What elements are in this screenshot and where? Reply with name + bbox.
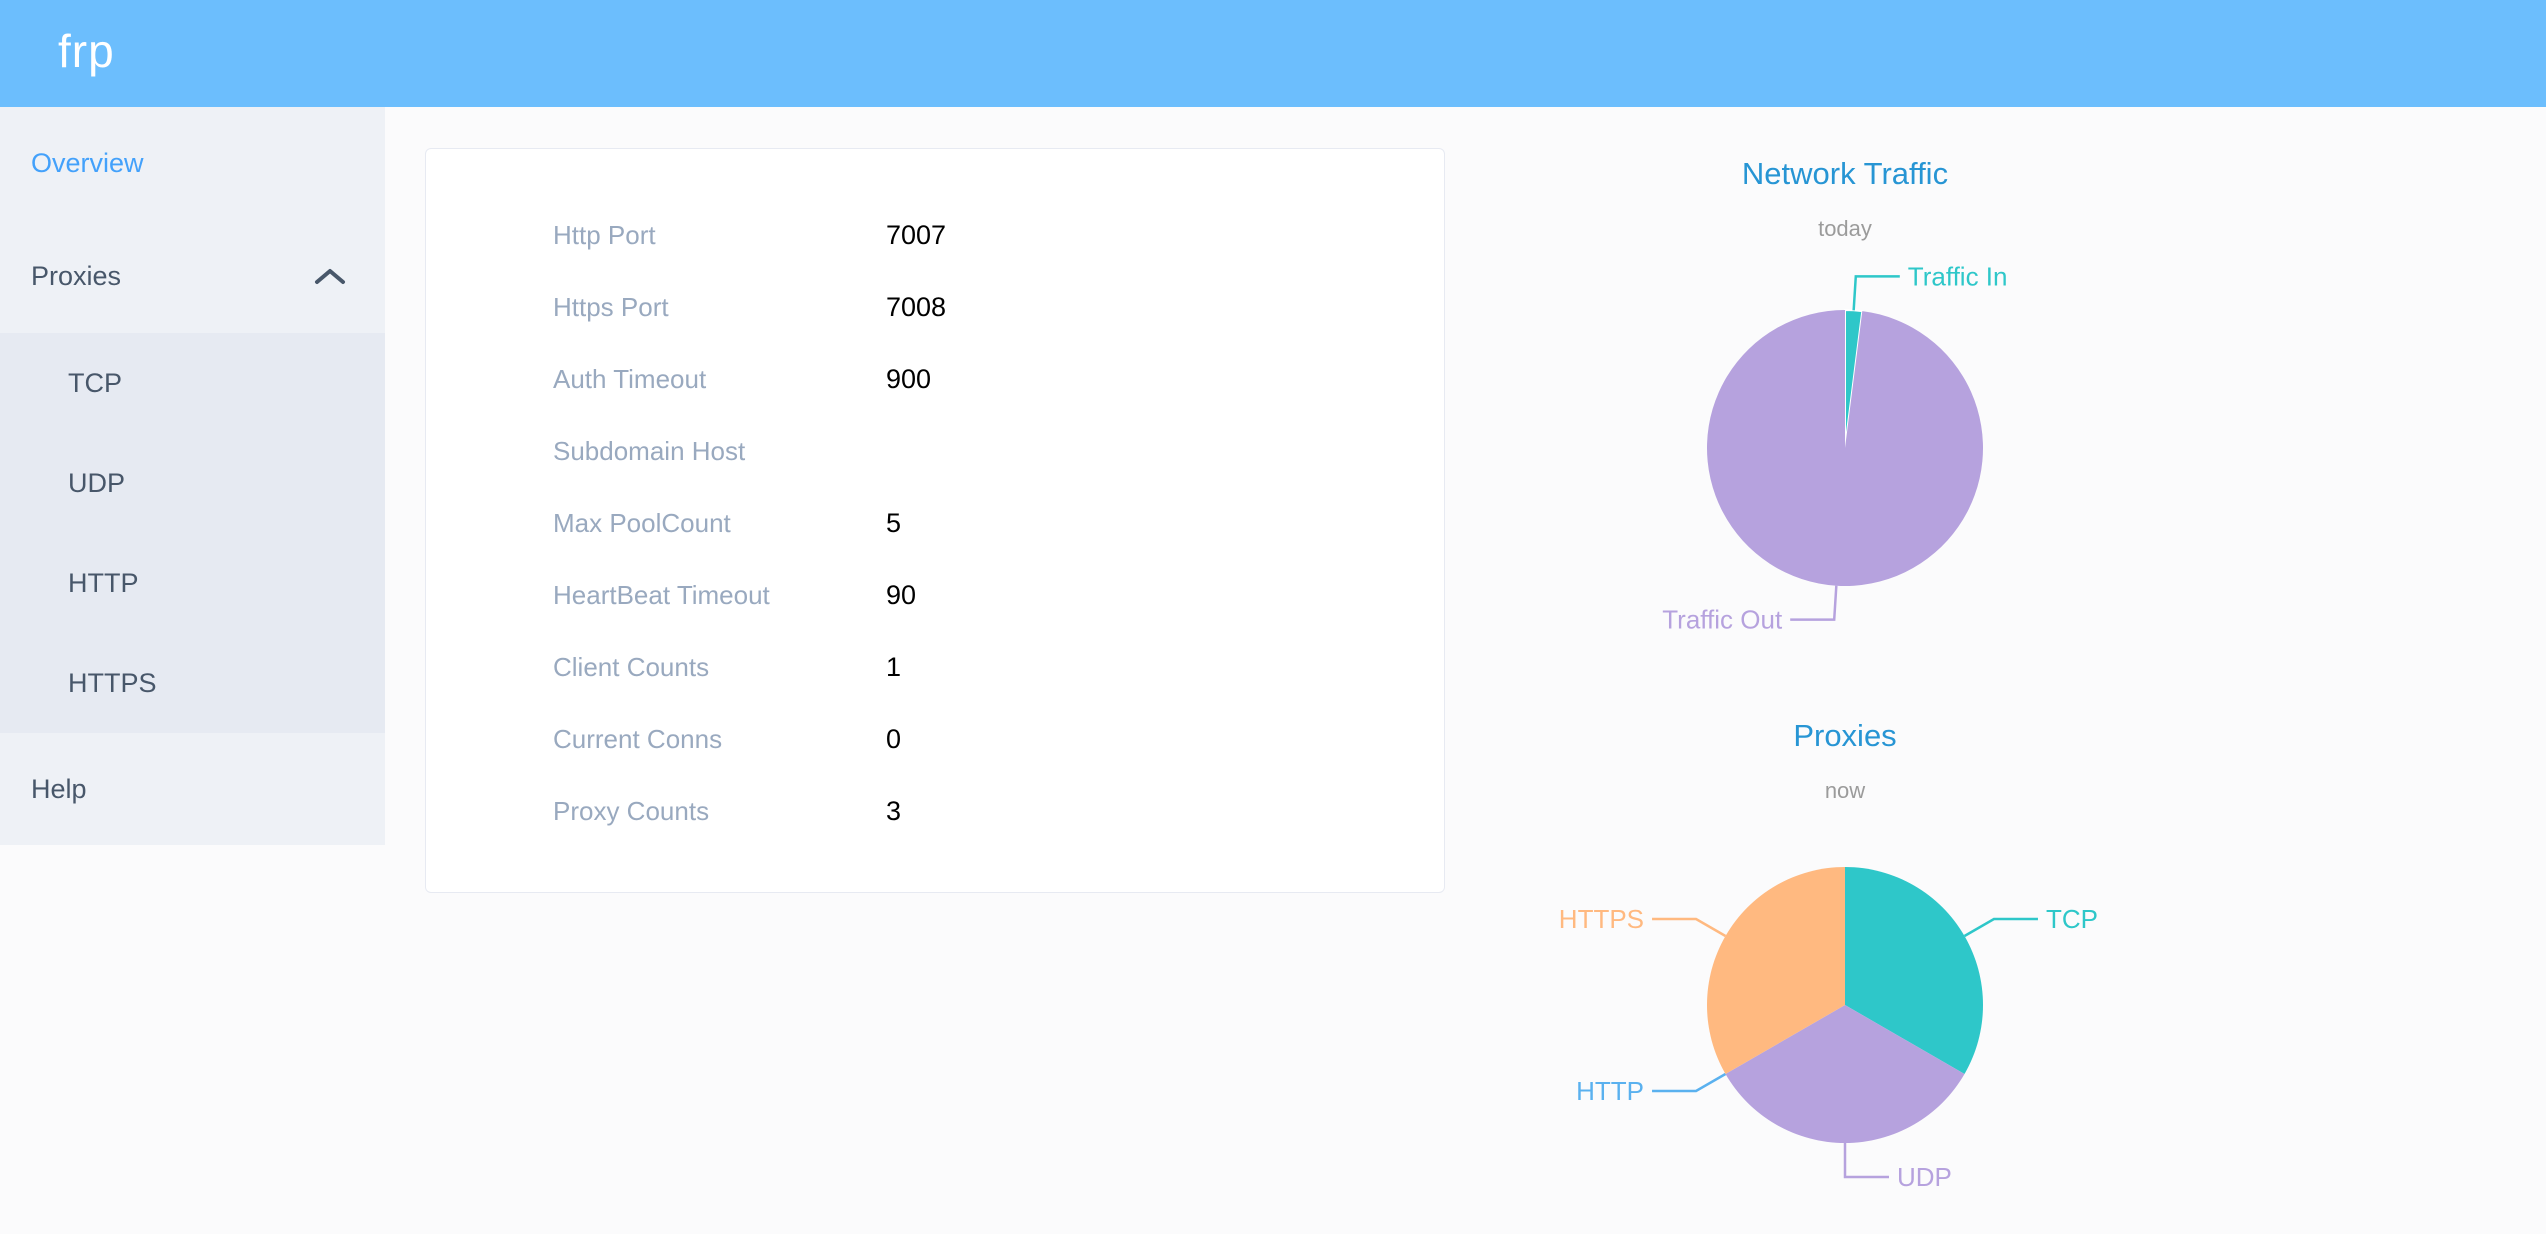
server-info-label: Client Counts [553,651,710,682]
pie-leader-udp [1843,1143,1889,1179]
proxies-chart: Proxies now TCP UDP HTTP HTTPS [1495,714,2195,1234]
pie-leader-tcp [1963,917,2038,938]
network-traffic-pie: Traffic In Traffic Out [1495,244,2195,694]
server-info-value: 7007 [886,219,947,250]
sidebar-item-udp[interactable]: UDP [0,433,385,533]
server-info-row: Proxy Counts 3 [426,775,1444,847]
network-traffic-chart: Network Traffic today Traffic In Traffic … [1495,152,2195,694]
server-info-row: Auth Timeout 900 [426,343,1444,415]
server-info-label: Max PoolCount [553,507,731,538]
server-info-label: Https Port [553,291,669,322]
proxies-pie: TCP UDP HTTP HTTPS [1495,806,2195,1234]
pie-leader-traffic-in [1852,275,1900,311]
pie-label-https: HTTPS [1559,904,1644,934]
sidebar-item-https[interactable]: HTTPS [0,633,385,733]
sidebar-item-label: Overview [31,148,144,178]
server-info-row: HeartBeat Timeout 90 [426,559,1444,631]
app-logo: frp [58,25,115,77]
server-info-value: 90 [886,579,917,610]
chart-subtitle: today [1818,216,1872,241]
sidebar-item-http[interactable]: HTTP [0,533,385,633]
pie-label-tcp: TCP [2046,904,2098,934]
server-info-row: Https Port 7008 [426,271,1444,343]
pie-label-udp: UDP [1897,1162,1952,1192]
server-info-value: 1 [886,651,902,682]
pie-label-traffic-in: Traffic In [1908,261,2008,291]
sidebar-item-label: HTTP [68,568,139,598]
chart-title: Proxies [1793,718,1897,753]
chevron-up-icon [315,268,345,284]
pie-leader-http [1652,1072,1727,1093]
server-info-value: 0 [886,723,902,754]
pie-slice-traffic-in[interactable] [1844,308,1864,449]
sidebar-item-label: HTTPS [68,668,157,698]
pie-slice-traffic-out[interactable] [1707,310,1983,586]
sidebar: Overview Proxies TCP UDP HTTP HTTPS Help [0,107,385,845]
server-info-row: Subdomain Host [426,415,1444,487]
sidebar-item-proxies[interactable]: Proxies [0,220,385,333]
sidebar-item-help[interactable]: Help [0,733,385,846]
sidebar-item-tcp[interactable]: TCP [0,333,385,433]
chart-subtitle: now [1824,778,1866,803]
sidebar-item-label: Help [31,774,87,804]
sidebar-item-overview[interactable]: Overview [0,107,385,220]
server-info-label: Current Conns [553,723,723,754]
server-info-row: Client Counts 1 [426,631,1444,703]
pie-slice-udp[interactable] [1725,1005,1965,1143]
server-info-label: Auth Timeout [553,363,707,394]
server-info-value: 900 [886,363,932,394]
sidebar-item-label: TCP [68,368,122,398]
server-info-row: Http Port 7007 [426,199,1444,271]
server-info-row: Max PoolCount 5 [426,487,1444,559]
server-info-label: HeartBeat Timeout [553,579,770,610]
server-info-label: Subdomain Host [553,435,746,466]
chart-title: Network Traffic [1741,156,1949,191]
pie-label-traffic-out: Traffic Out [1662,605,1783,635]
sidebar-submenu-proxies: TCP UDP HTTP HTTPS [0,333,385,733]
pie-label-http: HTTP [1576,1076,1644,1106]
server-info-label: Http Port [553,219,656,250]
app-header: frp [0,0,2546,107]
server-info-value: 7008 [886,291,947,322]
pie-slice-tcp[interactable] [1845,867,1983,1074]
pie-leader-traffic-out [1790,585,1838,621]
sidebar-item-label: UDP [68,468,126,498]
server-info-row: Current Conns 0 [426,703,1444,775]
server-info-value: 3 [886,795,902,826]
server-info-value: 5 [886,507,902,538]
pie-slice-https[interactable] [1707,867,1845,1074]
pie-leader-https [1652,917,1727,938]
server-info-card: Http Port 7007 Https Port 7008 Auth Time… [425,148,1445,893]
sidebar-item-label: Proxies [31,261,122,291]
server-info-label: Proxy Counts [553,795,710,826]
